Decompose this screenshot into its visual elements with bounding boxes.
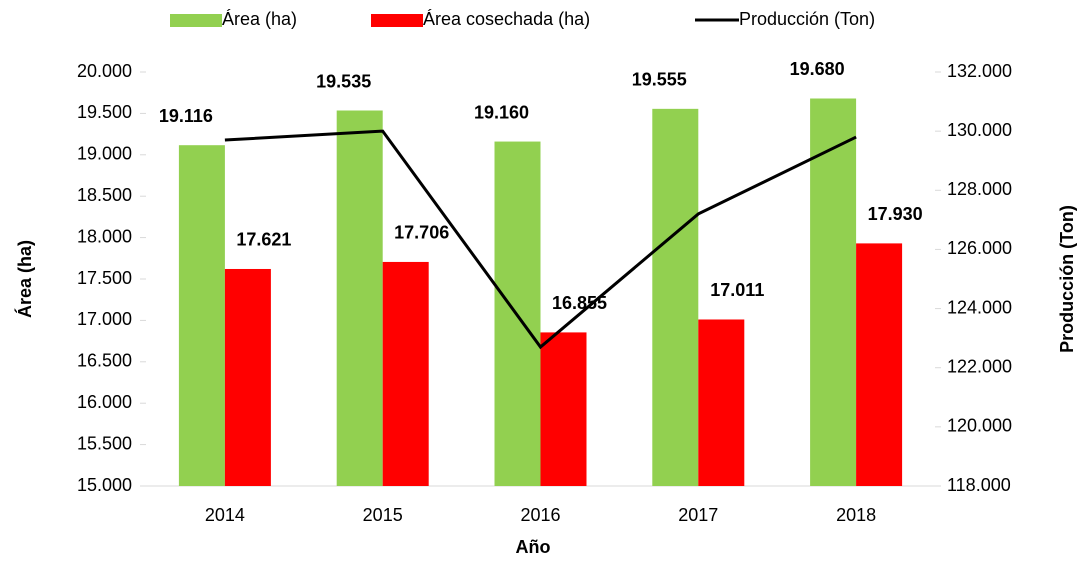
data-label: 19.160 — [474, 102, 529, 122]
bar — [652, 108, 699, 486]
data-label: 19.555 — [632, 70, 687, 90]
y-tick-label: 15.000 — [77, 475, 132, 495]
y2-tick-label: 130.000 — [947, 120, 1012, 140]
y-tick-label: 16.000 — [77, 392, 132, 412]
legend-label: Área (ha) — [222, 9, 297, 29]
data-label: 19.116 — [159, 106, 213, 126]
y2-tick-label: 124.000 — [947, 297, 1012, 317]
y2-tick-label: 122.000 — [947, 356, 1012, 376]
bar — [224, 268, 271, 486]
y-tick-label: 16.500 — [77, 351, 132, 371]
data-label: 17.706 — [394, 223, 449, 243]
y-tick-label: 18.500 — [77, 185, 132, 205]
y2-axis-title: Producción (Ton) — [1057, 205, 1077, 353]
y-tick-label: 15.500 — [77, 433, 132, 453]
legend-swatch — [371, 14, 423, 27]
bar — [810, 98, 857, 486]
y2-tick-label: 126.000 — [947, 238, 1012, 258]
data-label: 17.930 — [868, 204, 923, 224]
bar — [382, 261, 429, 486]
data-label: 17.011 — [710, 280, 764, 300]
y-tick-label: 17.500 — [77, 268, 132, 288]
legend-label: Producción (Ton) — [739, 9, 875, 29]
data-label: 16.855 — [552, 293, 607, 313]
data-label: 17.621 — [236, 230, 291, 250]
bar — [336, 110, 383, 486]
data-label: 19.680 — [790, 59, 845, 79]
x-tick-label: 2015 — [363, 505, 403, 525]
legend-swatch — [170, 14, 222, 27]
x-tick-label: 2016 — [520, 505, 560, 525]
x-tick-label: 2018 — [836, 505, 876, 525]
legend-label: Área cosechada (ha) — [423, 9, 590, 29]
y-axis-title: Área (ha) — [14, 240, 35, 318]
data-label: 19.535 — [316, 71, 371, 91]
y-tick-label: 19.000 — [77, 144, 132, 164]
y-tick-label: 18.000 — [77, 226, 132, 246]
y2-tick-label: 132.000 — [947, 61, 1012, 81]
bar — [698, 319, 745, 486]
bar — [540, 332, 587, 486]
x-tick-label: 2014 — [205, 505, 245, 525]
x-axis-title: Año — [516, 537, 551, 557]
bar — [856, 243, 903, 486]
y-tick-label: 20.000 — [77, 61, 132, 81]
y2-tick-label: 128.000 — [947, 179, 1012, 199]
y-tick-label: 17.000 — [77, 309, 132, 329]
y-tick-label: 19.500 — [77, 102, 132, 122]
y2-tick-label: 118.000 — [947, 475, 1011, 495]
x-tick-label: 2017 — [678, 505, 718, 525]
line — [224, 129, 857, 350]
bar — [178, 145, 225, 487]
y2-tick-label: 120.000 — [947, 416, 1012, 436]
